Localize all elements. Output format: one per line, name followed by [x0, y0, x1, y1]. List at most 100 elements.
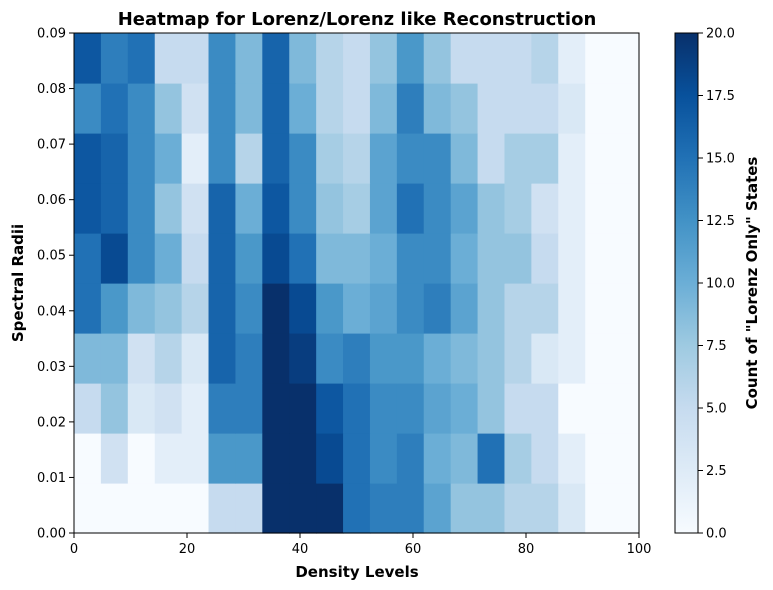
heatmap-cell [558, 283, 586, 334]
heatmap-cell [477, 83, 506, 134]
heatmap-cell [181, 33, 210, 84]
heatmap-cell [585, 33, 613, 84]
colorbar-tick-label: 10.0 [706, 277, 735, 292]
heatmap-cell [369, 133, 398, 184]
heatmap-cell [127, 83, 156, 134]
chart-title: Heatmap for Lorenz/Lorenz like Reconstru… [118, 9, 597, 30]
y-axis: 0.00 0.01 0.02 0.03 0.04 0.05 0.06 0.07 0.08 0.09 [37, 27, 74, 542]
heatmap-cell [127, 483, 156, 534]
heatmap-cell [612, 283, 640, 334]
heatmap-cell [100, 383, 129, 434]
heatmap-cell [154, 283, 183, 334]
heatmap-cell [531, 33, 559, 84]
heatmap-cell [504, 433, 532, 484]
heatmap-cell [235, 383, 263, 434]
heatmap-cell [477, 233, 506, 284]
heatmap-cell [208, 233, 237, 284]
heatmap-cell [154, 133, 183, 184]
heatmap-cell [154, 83, 183, 134]
heatmap-cell [585, 83, 613, 134]
heatmap-cell [396, 133, 425, 184]
heatmap-cell [423, 33, 452, 84]
colorbar-tick-label: 15.0 [706, 152, 735, 167]
y-tick-label: 0.04 [37, 304, 66, 319]
heatmap-cell [262, 483, 290, 534]
heatmap-cell [612, 233, 640, 284]
heatmap-cell [316, 83, 344, 134]
heatmap-cell [100, 433, 129, 484]
colorbar-tick-label: 17.5 [706, 89, 735, 104]
heatmap-cell [343, 33, 371, 84]
x-tick-label: 0 [70, 542, 78, 557]
heatmap-cell [531, 183, 559, 234]
heatmap-cell [235, 433, 263, 484]
y-tick-label: 0.01 [37, 471, 66, 486]
heatmap-cell [127, 333, 156, 384]
heatmap-cell [558, 33, 586, 84]
heatmap-cell [558, 83, 586, 134]
heatmap-cell [74, 383, 102, 434]
x-tick-label: 20 [179, 542, 196, 557]
heatmap-cell [450, 283, 479, 334]
heatmap-cell [74, 183, 102, 234]
heatmap-cell [612, 433, 640, 484]
heatmap-cell [531, 333, 559, 384]
heatmap-cell [100, 33, 129, 84]
heatmap-cell [127, 33, 156, 84]
heatmap-cell [289, 233, 317, 284]
heatmap-cell [396, 383, 425, 434]
heatmap-cell [74, 233, 102, 284]
heatmap-cell [74, 133, 102, 184]
heatmap-cell [316, 283, 344, 334]
heatmap-cell [74, 433, 102, 484]
heatmap-cell [316, 333, 344, 384]
heatmap-cell [154, 483, 183, 534]
heatmap-cell [289, 333, 317, 384]
heatmap-cell [289, 33, 317, 84]
heatmap-cell [343, 483, 371, 534]
heatmap-cell [235, 483, 263, 534]
heatmap-cells [74, 33, 640, 534]
heatmap-cell [396, 333, 425, 384]
heatmap-cell [100, 333, 129, 384]
heatmap-cell [343, 83, 371, 134]
heatmap-cell [235, 33, 263, 84]
heatmap-cell [585, 483, 613, 534]
heatmap-cell [612, 83, 640, 134]
heatmap-cell [558, 383, 586, 434]
y-tick-label: 0.00 [37, 527, 66, 542]
heatmap-cell [100, 133, 129, 184]
y-tick-label: 0.05 [37, 249, 66, 264]
heatmap-cell [154, 33, 183, 84]
heatmap-cell [208, 133, 237, 184]
heatmap-cell [154, 233, 183, 284]
heatmap-cell [235, 333, 263, 384]
heatmap-cell [316, 433, 344, 484]
heatmap-cell [477, 483, 506, 534]
heatmap-cell [504, 133, 532, 184]
heatmap-cell [100, 283, 129, 334]
heatmap-cell [369, 183, 398, 234]
x-tick-label: 80 [518, 542, 535, 557]
heatmap-cell [289, 183, 317, 234]
heatmap-cell [612, 383, 640, 434]
heatmap-cell [235, 183, 263, 234]
heatmap-cell [477, 333, 506, 384]
heatmap-cell [208, 383, 237, 434]
heatmap-cell [450, 483, 479, 534]
heatmap-cell [477, 33, 506, 84]
heatmap-cell [585, 333, 613, 384]
heatmap-cell [181, 483, 210, 534]
heatmap-cell [585, 133, 613, 184]
heatmap-cell [369, 33, 398, 84]
heatmap-cell [100, 483, 129, 534]
heatmap-cell [369, 433, 398, 484]
heatmap-cell [423, 333, 452, 384]
colorbar-tick-label: 7.5 [706, 339, 727, 354]
y-tick-label: 0.08 [37, 82, 66, 97]
heatmap-cell [369, 483, 398, 534]
heatmap-cell [100, 233, 129, 284]
heatmap-cell [423, 483, 452, 534]
colorbar-tick-label: 12.5 [706, 214, 735, 229]
